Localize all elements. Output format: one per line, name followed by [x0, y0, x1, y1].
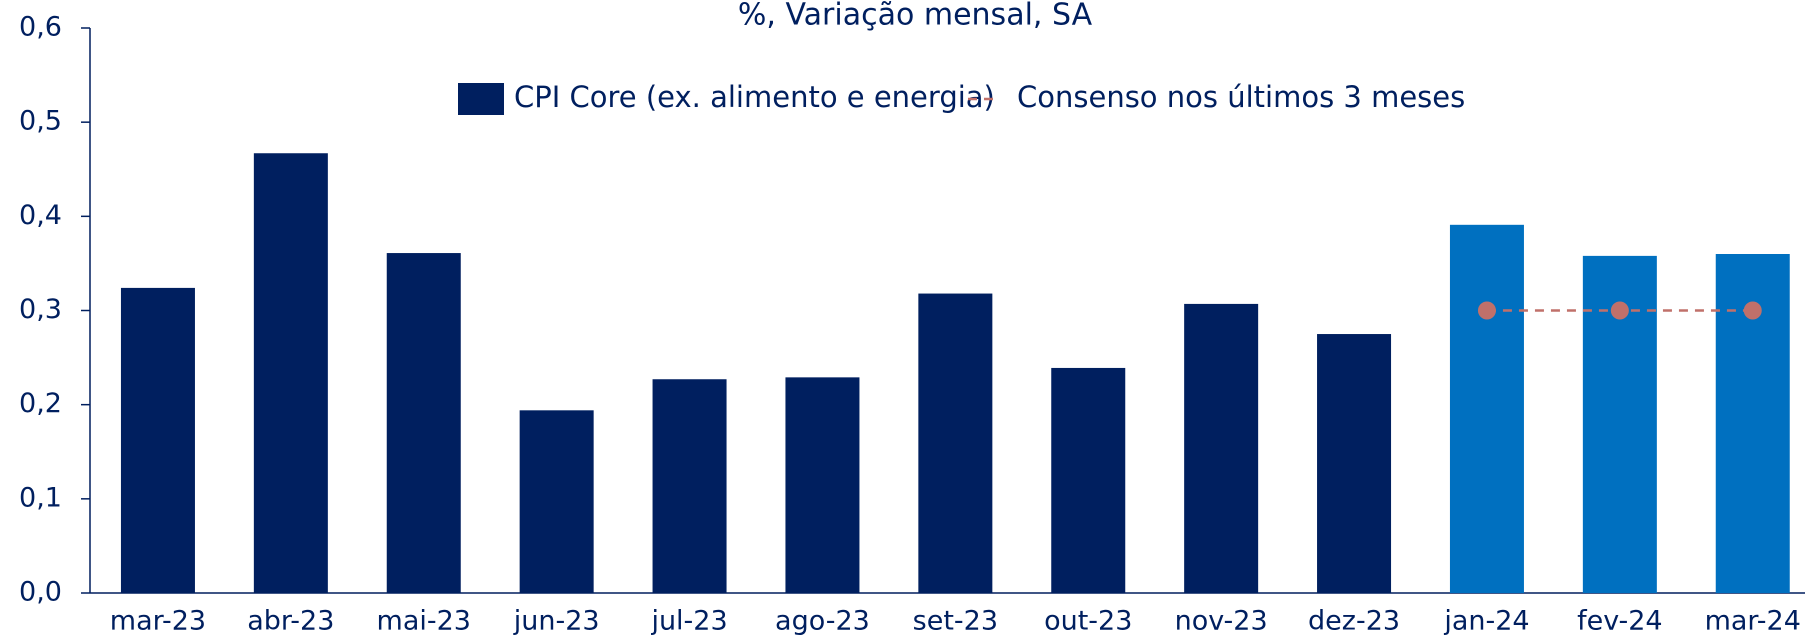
bar [386, 253, 461, 593]
x-tick-label: jul-23 [650, 606, 727, 637]
x-tick-label: nov-23 [1175, 606, 1268, 637]
x-tick-label: dez-23 [1308, 606, 1400, 637]
chart-title: %, Variação mensal, SA [738, 0, 1093, 33]
bar [785, 377, 860, 593]
y-tick-label: 0,2 [19, 388, 62, 419]
bar [519, 410, 594, 593]
line-point [1477, 301, 1496, 320]
y-tick-label: 0,0 [19, 577, 62, 608]
x-tick-label: out-23 [1044, 606, 1132, 637]
legend-label: Consenso nos últimos 3 meses [1017, 80, 1465, 114]
line-point [1610, 301, 1629, 320]
x-tick-label: ago-23 [775, 606, 870, 637]
bar [1051, 367, 1126, 593]
bar [1184, 303, 1259, 593]
bar [918, 293, 993, 593]
x-tick-label: mai-23 [377, 606, 471, 637]
y-tick-label: 0,5 [19, 106, 62, 137]
bar [1449, 224, 1524, 593]
line-point [1743, 301, 1762, 320]
x-tick-label: mar-23 [110, 606, 206, 637]
legend-label: CPI Core (ex. alimento e energia) [514, 80, 995, 114]
bar [253, 153, 328, 593]
x-tick-label: jan-24 [1443, 606, 1529, 637]
bar [652, 379, 727, 593]
bar [120, 287, 195, 593]
x-tick-label: fev-24 [1577, 606, 1662, 637]
y-tick-label: 0,3 [19, 294, 62, 325]
x-tick-label: mar-24 [1705, 606, 1801, 637]
y-tick-label: 0,4 [19, 200, 62, 231]
y-tick-label: 0,1 [19, 482, 62, 513]
x-tick-label: abr-23 [247, 606, 334, 637]
y-tick-label: 0,6 [19, 12, 62, 43]
legend-swatch [458, 83, 504, 115]
bar [1317, 334, 1392, 593]
x-tick-label: jun-23 [513, 606, 600, 637]
x-tick-label: set-23 [913, 606, 998, 637]
